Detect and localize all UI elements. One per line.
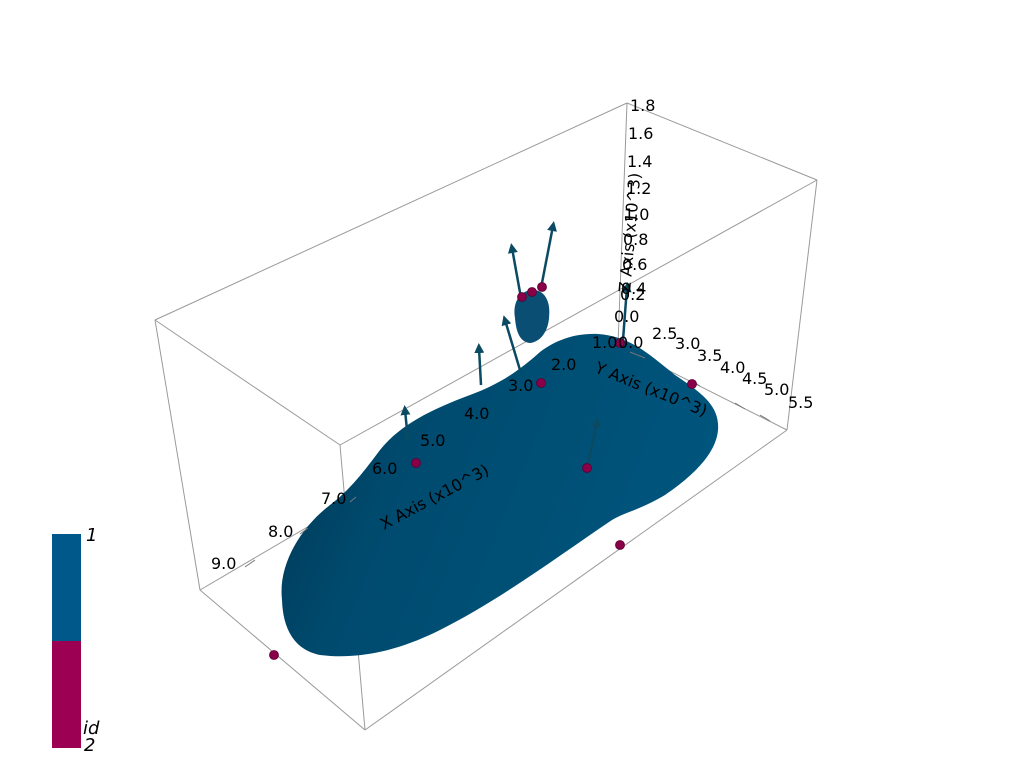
x-tick-label: 6.0 <box>372 459 397 478</box>
x-tick-label: 8.0 <box>268 522 293 541</box>
y-tick-label: 3.0 <box>675 334 700 353</box>
z-tick-label: 0.8 <box>623 230 648 249</box>
color-bar-max-label: 1 <box>86 525 97 546</box>
z-tick-label: 0.6 <box>622 255 647 274</box>
color-bar-segment-2 <box>52 641 81 748</box>
z-tick-label: 0.0 <box>618 333 643 352</box>
y-tick-label: 1.0 <box>592 333 617 352</box>
z-tick-label: 1.2 <box>626 179 651 198</box>
z-tick-label: 1.6 <box>628 124 653 143</box>
color-bar-segment-1 <box>52 534 81 641</box>
z-tick-label: 0.2 <box>620 285 645 304</box>
y-tick-label: 3.5 <box>697 346 722 365</box>
z-tick-label: 1.0 <box>624 205 649 224</box>
small-surface-blob <box>514 290 550 343</box>
y-tick-label: 2.5 <box>652 324 677 343</box>
y-tick-label: 5.0 <box>764 380 789 399</box>
axis-tick-marks <box>244 351 771 568</box>
x-tick-label: 7.0 <box>321 489 346 508</box>
point-markers <box>269 282 697 660</box>
x-tick-label: 5.0 <box>420 431 445 450</box>
y-tick-label: 2.0 <box>551 355 576 374</box>
z-tick-label: 0.4 <box>621 279 646 298</box>
z-tick-label: 0.0 <box>614 307 639 326</box>
color-bar-title: id <box>83 718 100 739</box>
z-tick-label: 1.4 <box>627 152 652 171</box>
z-tick-label: 1.8 <box>630 96 655 115</box>
vector-arrows <box>400 221 632 469</box>
y-tick-label: 5.5 <box>788 393 813 412</box>
y-tick-label: 4.0 <box>720 358 745 377</box>
color-bar-legend: 1 id 2 <box>52 525 100 756</box>
x-tick-label: 4.0 <box>464 404 489 423</box>
color-bar-min-label: 2 <box>84 735 95 756</box>
x-tick-label: 9.0 <box>211 554 236 573</box>
z-axis-labels: 0.0 0.0 0.2 0.4 0.6 0.8 1.0 1.2 1.4 1.6 … <box>614 96 655 352</box>
main-surface <box>281 333 719 657</box>
y-tick-label: 4.5 <box>742 369 767 388</box>
x-tick-label: 3.0 <box>508 376 533 395</box>
